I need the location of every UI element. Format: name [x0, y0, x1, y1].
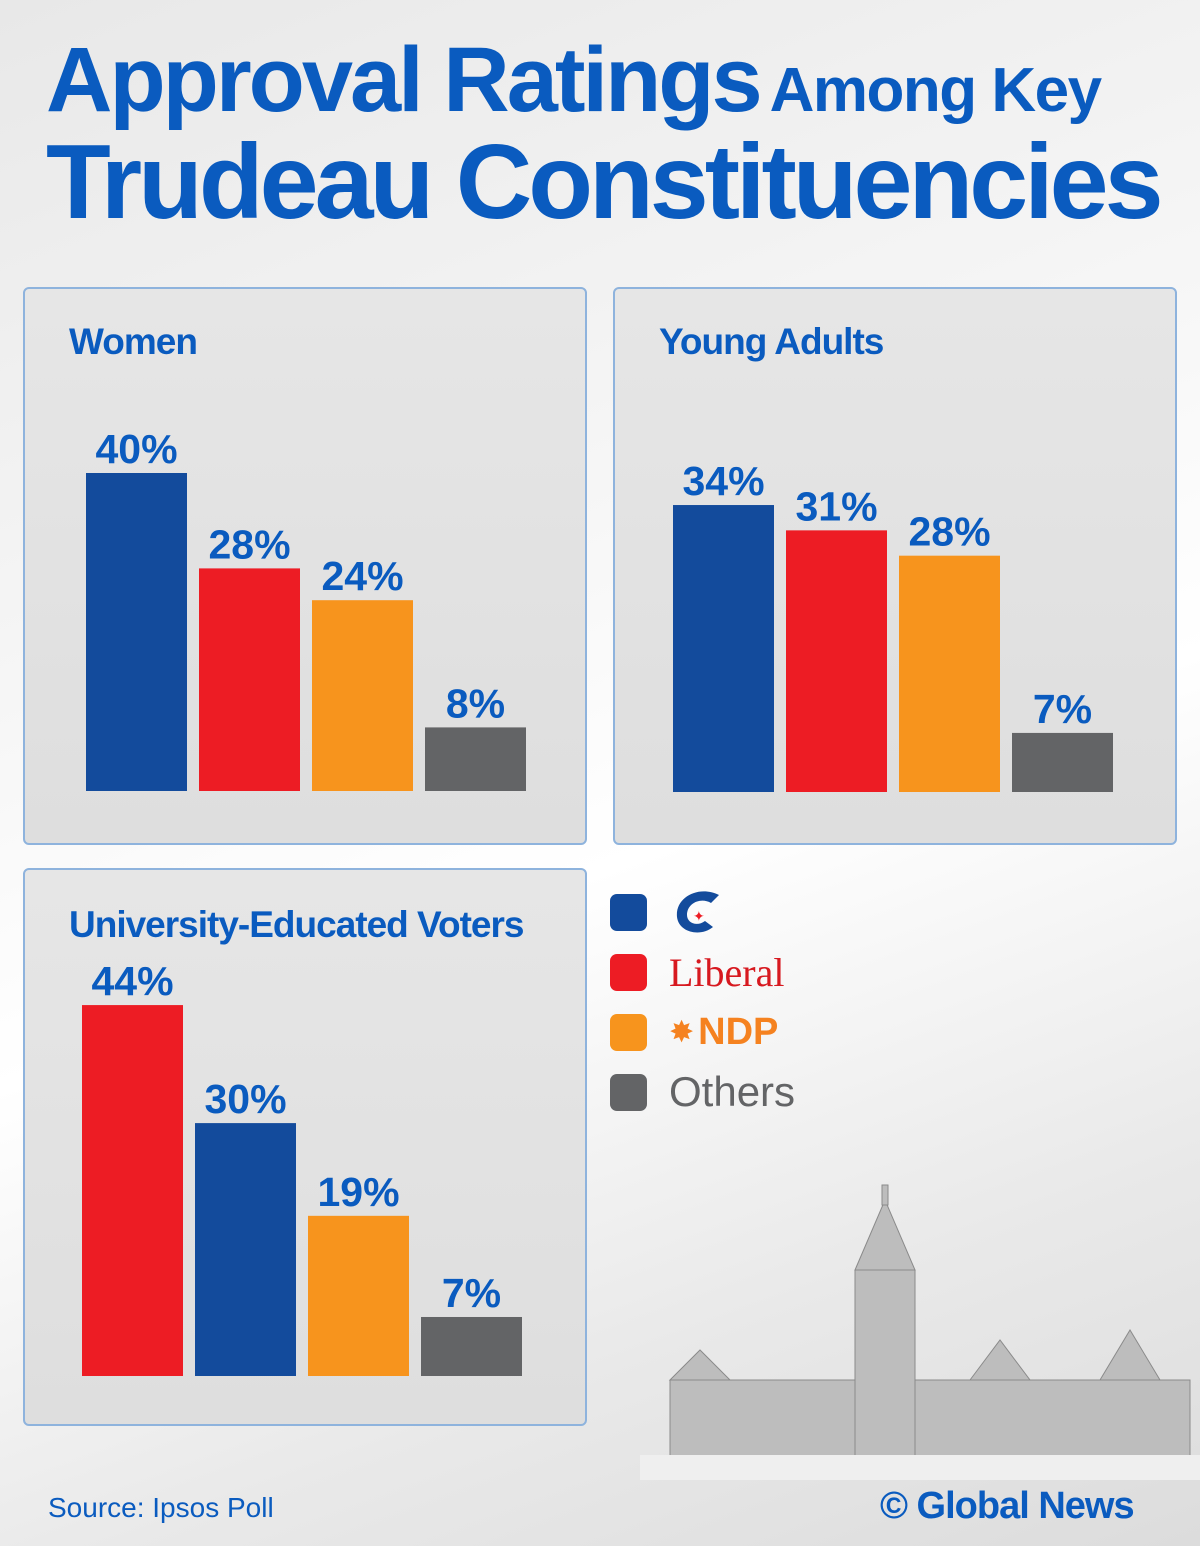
chart-title: University-Educated Voters	[69, 904, 524, 945]
data-label: 7%	[1033, 686, 1092, 732]
legend: ✦ C Liberal ✸ NDP Others	[610, 882, 795, 1122]
bar-conservative	[673, 505, 774, 792]
conservative-logo-icon: ✦C	[669, 887, 719, 933]
ndp-logo-icon: NDP	[698, 1010, 779, 1053]
bar-ndp	[312, 600, 413, 791]
legend-item-conservative: ✦ C	[610, 882, 795, 942]
svg-text:C: C	[669, 887, 670, 888]
chart-panel-women: Women 40% 28% 24% 8%	[23, 287, 587, 845]
data-label: 31%	[795, 483, 877, 529]
brand-logo: © Global News	[880, 1485, 1135, 1527]
title-main: Approval Ratings	[46, 29, 763, 131]
bar-ndp	[899, 555, 1000, 792]
data-label: 19%	[317, 1169, 399, 1215]
legend-item-ndp: ✸ NDP	[610, 1002, 795, 1062]
chart-title: Young Adults	[659, 321, 884, 362]
parliament-building-illustration	[640, 1184, 1200, 1480]
data-label: 7%	[442, 1270, 501, 1316]
chart-panel-university-educated: University-Educated Voters 44% 30% 19% 7%	[23, 868, 587, 1426]
data-label: 44%	[91, 958, 173, 1004]
data-label: 30%	[204, 1076, 286, 1122]
chart-panel-young-adults: Young Adults 34% 31% 28% 7%	[613, 287, 1177, 845]
legend-swatch	[610, 1013, 647, 1051]
bar-others	[425, 727, 526, 791]
bar-conservative	[86, 473, 187, 791]
bar-ndp	[308, 1215, 409, 1376]
source-note: Source: Ipsos Poll	[48, 1492, 274, 1523]
bar-liberal	[82, 1005, 183, 1376]
bar-liberal	[199, 568, 300, 791]
bar-chart: 44% 30% 19% 7%	[82, 958, 522, 1376]
legend-item-liberal: Liberal	[610, 942, 795, 1002]
bar-chart: 40% 28% 24% 8%	[86, 426, 526, 791]
title-small: Among Key	[769, 56, 1102, 125]
data-label: 24%	[321, 553, 403, 599]
legend-swatch	[610, 893, 647, 931]
data-label: 28%	[908, 509, 990, 555]
title-line-1: Approval Ratings Among Key	[46, 28, 1102, 133]
bar-liberal	[786, 530, 887, 792]
maple-leaf-icon: ✸	[669, 1015, 695, 1049]
bar-conservative	[195, 1123, 296, 1376]
data-label: 28%	[208, 521, 290, 567]
chart-title: Women	[69, 321, 198, 362]
liberal-logo-icon: Liberal	[669, 949, 785, 995]
legend-swatch	[610, 953, 647, 991]
title-line-2: Trudeau Constituencies	[46, 123, 1164, 241]
bar-others	[1012, 732, 1113, 792]
bar-chart: 34% 31% 28% 7%	[673, 458, 1113, 792]
data-label: 40%	[95, 426, 177, 472]
bar-others	[421, 1316, 522, 1376]
legend-item-others: Others	[610, 1062, 795, 1122]
legend-label: Others	[669, 1068, 796, 1115]
data-label: 34%	[682, 458, 764, 504]
legend-swatch	[610, 1073, 647, 1111]
data-label: 8%	[446, 680, 505, 726]
svg-text:✦: ✦	[693, 908, 705, 924]
